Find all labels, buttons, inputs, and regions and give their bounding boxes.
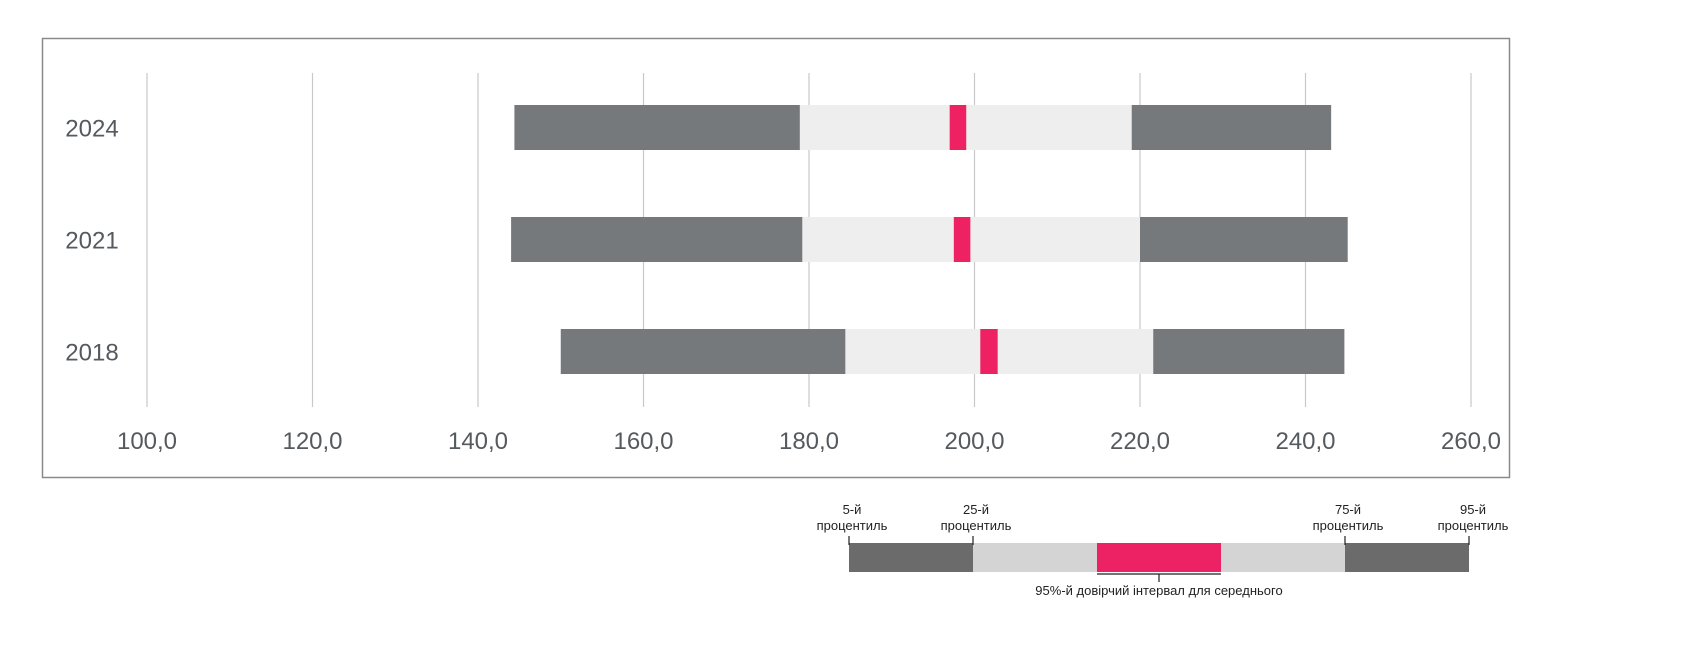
legend-p25-ci: [973, 543, 1097, 572]
bar-p75-p95: [1131, 105, 1332, 150]
bar-mean-ci: [949, 105, 967, 150]
bar-p5-p25: [560, 329, 846, 374]
legend-p75-label-1: 75-й: [1335, 502, 1361, 517]
x-tick-label: 160,0: [613, 428, 673, 455]
x-tick-label: 180,0: [779, 428, 839, 455]
category-label: 2021: [65, 228, 118, 255]
legend-p5-label-2: процентиль: [817, 518, 888, 533]
bar-mean-ci: [980, 329, 998, 374]
bar-p75-p95: [1153, 329, 1345, 374]
x-tick-label: 100,0: [117, 428, 177, 455]
category-label: 2018: [65, 340, 118, 367]
legend-p75-label-2: процентиль: [1313, 518, 1384, 533]
x-tick-label: 220,0: [1110, 428, 1170, 455]
legend-p5-label-1: 5-й: [843, 502, 862, 517]
legend-p25-label-1: 25-й: [963, 502, 989, 517]
x-tick-label: 120,0: [282, 428, 342, 455]
bar-p75-p95: [1140, 217, 1348, 262]
legend-p25-label-2: процентиль: [941, 518, 1012, 533]
legend-p95-label-1: 95-й: [1460, 502, 1486, 517]
bar-mean-ci: [953, 217, 971, 262]
legend-p5-p25: [849, 543, 973, 572]
x-tick-label: 140,0: [448, 428, 508, 455]
category-label: 2024: [65, 116, 118, 143]
x-tick-label: 240,0: [1275, 428, 1335, 455]
x-tick-label: 200,0: [944, 428, 1004, 455]
legend-p95-label-2: процентиль: [1438, 518, 1509, 533]
chart-frame: [41, 37, 1511, 479]
bar-p5-p25: [511, 217, 803, 262]
x-tick-label: 260,0: [1441, 428, 1501, 455]
legend-ci: [1097, 543, 1221, 572]
legend-ci-p75: [1221, 543, 1345, 572]
bar-p5-p25: [514, 105, 800, 150]
legend-ci-label: 95%-й довірчий інтервал для середнього: [1035, 583, 1282, 598]
legend-p75-p95: [1345, 543, 1469, 572]
bar-p25-p75: [802, 217, 1140, 262]
bar-p25-p75: [845, 329, 1154, 374]
legend: 5-й процентиль 25-й процентиль 75-й проц…: [817, 502, 1509, 598]
